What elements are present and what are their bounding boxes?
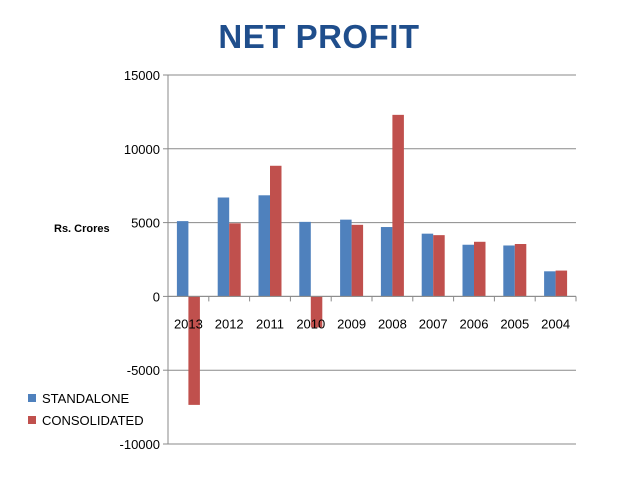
bar-consolidated-2008 — [392, 114, 404, 297]
legend-item-consolidated: CONSOLIDATED — [28, 409, 144, 431]
legend-label-standalone: STANDALONE — [42, 390, 130, 406]
bar-standalone-2009 — [340, 219, 352, 297]
bar-consolidated-2010 — [310, 296, 323, 328]
legend-swatch-consolidated — [28, 416, 36, 424]
bar-standalone-2013 — [176, 221, 189, 297]
y-tick-label: -5000 — [127, 363, 160, 378]
x-tick-label: 2009 — [337, 316, 366, 331]
y-tick-label: 15000 — [124, 68, 160, 83]
chart-title: NET PROFIT — [218, 18, 420, 55]
bar-consolidated-2007 — [433, 235, 445, 297]
bar-consolidated-2012 — [229, 223, 241, 297]
x-tick-label: 2005 — [500, 316, 529, 331]
bar-standalone-2005 — [503, 245, 515, 297]
y-tick-labels: 15000 10000 5000 0 -5000 -10000 — [120, 68, 160, 452]
x-tick-label: 2007 — [419, 316, 448, 331]
bar-consolidated-2009 — [351, 224, 364, 297]
legend-label-consolidated: CONSOLIDATED — [42, 412, 144, 428]
bar-standalone-2012 — [217, 197, 230, 297]
x-tick-label: 2010 — [296, 316, 325, 331]
bar-standalone-2011 — [258, 195, 270, 297]
bars — [176, 114, 568, 405]
legend: STANDALONE CONSOLIDATED — [28, 387, 144, 431]
x-tick-label: 2012 — [215, 316, 244, 331]
x-tick-label: 2011 — [256, 316, 284, 331]
bar-standalone-2006 — [462, 244, 474, 297]
x-tick-label: 2006 — [460, 316, 489, 331]
bar-consolidated-2004 — [555, 270, 568, 297]
y-tick-label: 0 — [153, 289, 160, 304]
axes — [163, 74, 577, 445]
x-tick-label: 2008 — [378, 316, 407, 331]
bar-standalone-2008 — [380, 227, 393, 297]
y-tick-label: -10000 — [120, 437, 160, 452]
bar-consolidated-2013 — [188, 296, 200, 405]
x-tick-label: 2013 — [174, 316, 203, 331]
x-tick-labels: 2013 2012 2011 2010 2009 2008 2007 2006 2005 2004 — [174, 316, 570, 331]
bar-consolidated-2011 — [270, 165, 282, 297]
y-tick-label: 5000 — [131, 216, 160, 231]
bar-consolidated-2005 — [514, 244, 527, 297]
bar-standalone-2007 — [421, 233, 434, 297]
legend-swatch-standalone — [28, 394, 36, 402]
legend-item-standalone: STANDALONE — [28, 387, 144, 409]
y-axis-label: Rs. Crores — [54, 223, 110, 235]
bar-standalone-2004 — [544, 271, 556, 297]
y-tick-label: 10000 — [124, 142, 160, 157]
bar-standalone-2010 — [299, 221, 311, 297]
bar-consolidated-2006 — [474, 241, 486, 297]
x-tick-label: 2004 — [541, 316, 570, 331]
